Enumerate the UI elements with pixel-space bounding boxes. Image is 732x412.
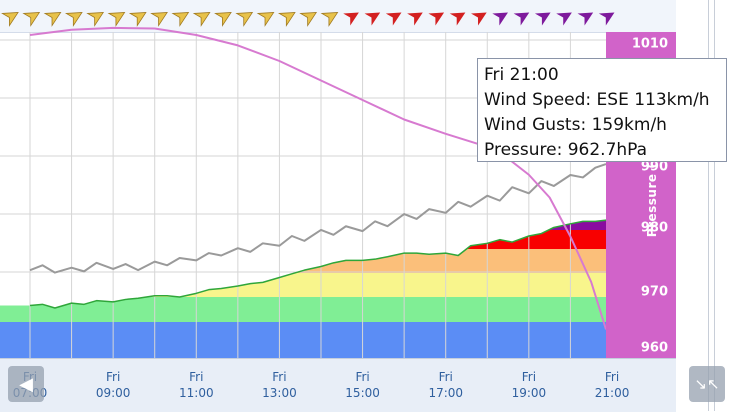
- wind-direction-arrow: [534, 12, 551, 26]
- wind-direction-arrow: [364, 12, 381, 26]
- time-tick-label: Fri 11:00: [179, 370, 214, 400]
- wind-direction-arrow: [385, 12, 402, 26]
- collapse-arrows-icon: ↘↖: [694, 375, 720, 393]
- pressure-line: [29, 26, 607, 330]
- pressure-axis-label: Pressure (: [645, 162, 659, 238]
- wind-direction-arrow: [192, 12, 211, 27]
- pressure-tick-label: 960: [640, 340, 668, 356]
- wind-direction-arrow: [407, 12, 423, 26]
- wind-direction-arrow: [492, 12, 508, 26]
- wind-band-3: [0, 273, 606, 297]
- left-triangle-icon: ◀: [19, 373, 33, 395]
- wind-band-2: [0, 297, 606, 322]
- wind-direction-arrow: [320, 12, 339, 27]
- wind-direction-arrow: [171, 12, 190, 27]
- tooltip-wind-speed: Wind Speed: ESE 113km/h: [484, 90, 710, 110]
- wind-direction-arrow: [235, 12, 254, 27]
- fullscreen-toggle-button[interactable]: ↘↖: [689, 366, 725, 402]
- wind-direction-arrow: [22, 12, 41, 27]
- pressure-tick-label: 1010: [631, 36, 668, 52]
- wind-gust-line: [29, 163, 607, 274]
- wind-direction-arrow: [256, 12, 275, 27]
- wind-direction-arrow: [64, 12, 83, 27]
- tooltip-wind-gusts: Wind Gusts: 159km/h: [484, 115, 667, 135]
- wind-direction-arrow: [107, 12, 126, 27]
- time-tick-label: Fri 15:00: [345, 370, 380, 400]
- wind-direction-arrow: [128, 12, 147, 27]
- wind-speed-line: [29, 219, 607, 309]
- wind-direction-arrow: [471, 12, 487, 26]
- wind-direction-arrow: [1, 12, 19, 27]
- wind-direction-arrow: [577, 12, 594, 26]
- tooltip-time: Fri 21:00: [484, 65, 559, 85]
- frame-divider: [708, 0, 709, 411]
- data-tooltip: Fri 21:00 Wind Speed: ESE 113km/h Wind G…: [477, 58, 727, 162]
- time-tick-label: Fri 13:00: [262, 370, 297, 400]
- chart-series-lines: [29, 26, 607, 330]
- wind-direction-arrow: [428, 12, 445, 26]
- tooltip-pressure: Pressure: 962.7hPa: [484, 140, 648, 160]
- pressure-tick-label: 980: [640, 220, 668, 236]
- wind-direction-arrow: [449, 12, 466, 26]
- wind-direction-arrow: [43, 12, 62, 27]
- wind-direction-arrow: [343, 12, 359, 26]
- wind-direction-arrows: [1, 12, 615, 27]
- time-tick-label: Fri 17:00: [428, 370, 464, 400]
- wind-band-4: [0, 249, 606, 273]
- wind-direction-arrow: [86, 12, 105, 27]
- wind-direction-arrow: [556, 12, 572, 26]
- wind-direction-arrow: [299, 12, 318, 27]
- pressure-tick-label: 970: [640, 284, 668, 300]
- prev-arrow-button[interactable]: ◀: [8, 366, 44, 402]
- wind-band-1: [0, 322, 606, 358]
- time-tick-label: Fri 19:00: [511, 370, 547, 400]
- wind-direction-arrow: [150, 12, 168, 27]
- time-axis: Fri07:00Fri09:00Fri11:00Fri13:00Fri15:00…: [0, 358, 676, 412]
- frame-divider: [714, 0, 715, 411]
- pressure-tick-label: 990: [640, 159, 668, 175]
- wind-direction-arrow: [214, 12, 232, 27]
- time-tick-label: Fri 21:00: [594, 370, 630, 400]
- time-tick-label: Fri 09:00: [95, 370, 131, 400]
- wind-direction-arrow: [277, 12, 296, 27]
- wind-chart-plot: [0, 26, 607, 358]
- wind-direction-arrow: [598, 12, 615, 26]
- wind-band-6: [0, 220, 606, 230]
- wind-direction-arrow: [513, 12, 530, 26]
